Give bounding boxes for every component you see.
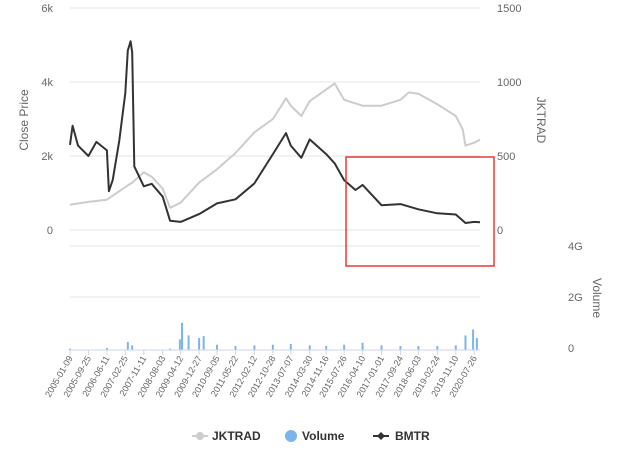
left-axis-tick: 0 [47,225,53,237]
volume-bar [472,329,475,350]
volume-bar [454,345,457,350]
volume-axis-tick: 2G [568,292,583,304]
volume-bar [464,335,467,350]
legend-volume-marker [285,430,297,442]
volume-bar [234,346,237,350]
volume-axis-tick: 4G [568,241,583,253]
volume-bar [178,339,181,350]
bmtr-series-line [69,40,481,224]
left-axis-title: Close Price [17,89,31,151]
jktrad-series-line [69,82,481,209]
volume-bar [399,346,402,350]
left-axis-tick: 2k [41,151,53,163]
volume-bar [69,348,71,350]
highlight-box [345,156,495,267]
legend-bmtr-marker [377,432,385,440]
legend-volume-label: Volume [302,429,345,443]
volume-bar [202,336,205,350]
volume-bar [181,322,184,350]
volume-bar [417,346,420,350]
volume-bar [343,344,346,350]
left-axis-tick: 6k [41,3,53,15]
volume-bar [308,345,311,350]
right-axis-tick: 500 [497,151,515,163]
volume-bar [289,344,292,350]
volume-bar [216,344,219,350]
volume-bar [105,348,108,350]
legend-jktrad-label: JKTRAD [212,429,261,443]
legend-bmtr-label: BMTR [395,429,430,443]
volume-axis-tick: 0 [568,343,574,355]
volume-bar [126,342,129,350]
volume-bar [380,345,383,350]
right-axis-tick: 1500 [497,3,521,15]
volume-bar [325,346,328,350]
volume-bar [169,348,172,350]
left-axis-tick: 4k [41,77,53,89]
volume-bar [271,344,274,350]
legend-jktrad-marker [196,432,204,440]
volume-bar [436,346,439,350]
volume-bar [131,345,134,350]
right-axis-tick: 1000 [497,77,521,89]
volume-bar [253,345,256,350]
volume-bar [187,335,190,350]
volume-bar [361,342,364,350]
right-axis-tick: 0 [497,225,503,237]
volume-bar [475,338,478,350]
volume-axis-title: Volume [590,278,604,318]
volume-bar [198,338,201,350]
right-axis-title: JKTRAD [534,97,548,144]
